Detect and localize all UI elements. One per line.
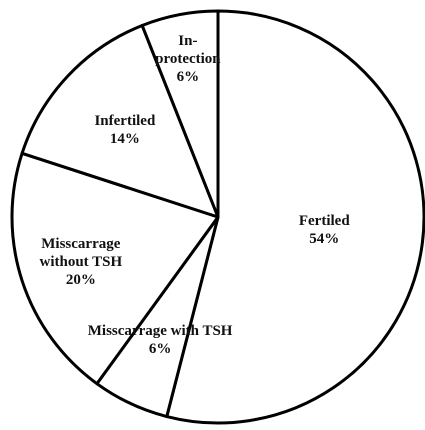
pie-slice [140,9,220,219]
category-label: In-protection [155,33,221,68]
slice-label: In-protection 6% [153,32,223,86]
pie-slice [20,23,220,219]
slice-label: Misscarrage without TSH 20% [18,235,143,289]
pie-slice [165,9,425,425]
value-label: 6% [148,341,172,358]
value-label: 14% [109,130,140,147]
value-label: 20% [65,271,96,288]
category-label: Infertiled [94,112,156,129]
value-label: 54% [309,231,340,248]
value-label: 6% [176,69,200,86]
category-label: Fertiled [298,213,350,230]
slice-label: Infertiled 14% [75,112,175,148]
slice-label: Fertiled 54% [274,212,374,248]
category-label: Misscarrage without TSH [39,235,123,270]
slice-label: Misscarrage with TSH 6% [80,322,240,358]
category-label: Misscarrage with TSH [87,323,233,340]
pie-slice [10,151,220,386]
